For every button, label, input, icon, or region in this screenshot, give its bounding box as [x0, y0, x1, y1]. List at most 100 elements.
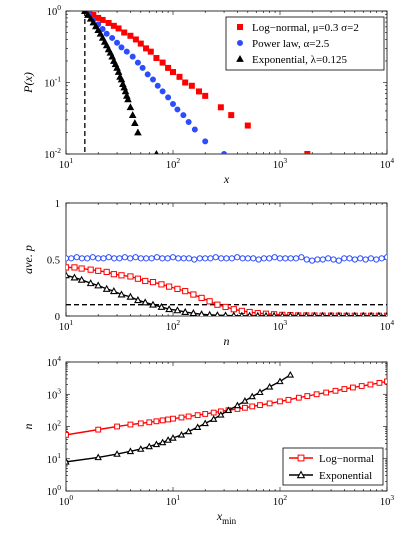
data-point [153, 254, 161, 261]
data-point [191, 256, 198, 263]
data-point [249, 403, 256, 410]
data-point [367, 381, 374, 388]
data-point [152, 440, 161, 448]
data-point [92, 22, 100, 30]
data-point [129, 53, 136, 60]
data-point [149, 300, 157, 308]
legend: Log−normal Exponential [282, 447, 384, 486]
x-axis-label: n [224, 334, 230, 348]
data-point [234, 254, 241, 261]
data-point [277, 398, 283, 405]
panel-average-p: 101 102 103 104 0 0.5 1 n ave. p [21, 199, 394, 348]
data-point [99, 26, 106, 33]
legend-box [282, 447, 384, 486]
data-point [313, 391, 320, 398]
data-point [276, 377, 284, 385]
data-point [153, 418, 160, 425]
data-point [164, 255, 171, 262]
data-point [266, 255, 273, 262]
data-point [178, 414, 185, 421]
data-point [286, 370, 295, 378]
data-point [77, 275, 86, 283]
y-tick-label: 0.5 [47, 256, 60, 267]
data-point [271, 311, 277, 316]
data-point [158, 281, 165, 288]
data-point [344, 311, 350, 316]
data-point [210, 409, 217, 416]
data-point [132, 36, 139, 43]
data-point [84, 255, 91, 262]
data-point [114, 423, 120, 430]
y-tick-label: 103 [47, 386, 62, 401]
series-0 [66, 378, 387, 438]
data-point [194, 412, 201, 419]
data-point [127, 255, 134, 262]
data-point [373, 256, 380, 263]
legend-marker [237, 40, 243, 46]
data-point [260, 255, 268, 262]
panel-degree-distribution: 101 102 103 104 10-2 10-1 100 x P(x) Log−normal, … [21, 3, 394, 186]
data-point [180, 255, 187, 262]
data-point [95, 255, 102, 262]
data-point [198, 294, 205, 302]
data-point [362, 256, 369, 263]
data-point [276, 255, 284, 262]
data-point [137, 420, 144, 427]
data-point [115, 25, 122, 32]
y-tick-label: 10-1 [44, 75, 61, 90]
data-point [94, 26, 103, 33]
data-point [137, 40, 144, 47]
data-point [118, 44, 125, 51]
ticks [65, 10, 388, 155]
y-tick-label: 104 [47, 354, 62, 369]
data-point [123, 48, 130, 55]
y-tick-label: 102 [47, 419, 62, 434]
data-point [164, 436, 172, 443]
legend-box [225, 16, 385, 71]
data-point [292, 255, 300, 262]
x-axis-label: xmin [216, 509, 237, 526]
data-point [133, 296, 142, 304]
data-point [159, 88, 166, 95]
data-point [166, 283, 173, 290]
data-point [360, 311, 366, 316]
data-point [285, 396, 292, 403]
data-point [288, 311, 293, 316]
data-point [279, 311, 285, 316]
data-point [271, 254, 278, 261]
data-point [182, 288, 189, 295]
data-point [105, 19, 112, 26]
data-point [188, 82, 195, 89]
data-point [312, 311, 317, 316]
data-point [330, 256, 337, 263]
data-point [169, 254, 177, 261]
data-point [137, 445, 145, 452]
data-point [378, 255, 385, 262]
data-point [228, 255, 235, 262]
x-tick-label: 102 [166, 318, 181, 333]
data-point [239, 311, 245, 316]
legend-label: Exponential [319, 470, 372, 482]
series-0 [81, 11, 311, 154]
data-point [230, 306, 237, 313]
data-point [341, 255, 348, 262]
data-point [127, 32, 134, 39]
data-point [173, 306, 182, 314]
data-point [341, 386, 348, 392]
data-point [228, 112, 235, 119]
legend-marker [237, 24, 243, 30]
data-point [170, 69, 176, 76]
data-point [181, 307, 190, 315]
data-point [145, 442, 153, 450]
data-point [217, 410, 225, 418]
data-point [332, 387, 339, 394]
y-tick-label: 0 [55, 312, 60, 323]
data-point [89, 18, 98, 26]
data-point [99, 16, 106, 23]
x-tick-label: 103 [273, 318, 288, 333]
data-point [153, 55, 160, 62]
data-point [189, 309, 198, 316]
legend-label: Log−normal, μ=0.3 σ=2 [252, 22, 359, 34]
data-point [126, 292, 135, 300]
data-point [384, 311, 387, 316]
